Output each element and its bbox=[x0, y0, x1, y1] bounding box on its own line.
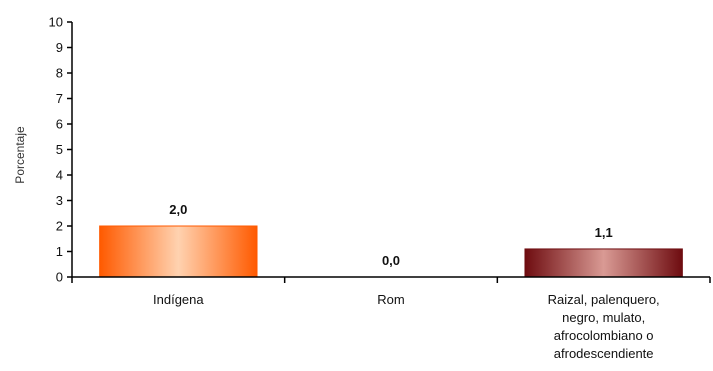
y-tick-label: 0 bbox=[56, 270, 63, 285]
x-category-label-line: Raizal, palenquero, bbox=[548, 292, 660, 307]
x-category-label-line: Indígena bbox=[153, 292, 204, 307]
x-category-label: Raizal, palenquero, negro, mulato, afrocol… bbox=[548, 292, 660, 361]
y-tick-label: 10 bbox=[49, 15, 63, 30]
x-category-label-line: Rom bbox=[377, 292, 404, 307]
bar bbox=[524, 248, 683, 278]
x-category-label-line: afrocolombiano o bbox=[554, 328, 654, 343]
y-tick-label: 3 bbox=[56, 193, 63, 208]
data-labels: 2,0 0,0 1,1 bbox=[169, 202, 612, 268]
y-tick-label: 8 bbox=[56, 66, 63, 81]
y-tick-label: 1 bbox=[56, 244, 63, 259]
y-tick-label: 7 bbox=[56, 91, 63, 106]
y-tick-label: 5 bbox=[56, 142, 63, 157]
bar bbox=[99, 225, 258, 278]
data-label: 0,0 bbox=[382, 253, 400, 268]
x-category-label: Indígena bbox=[153, 292, 204, 307]
y-tick-label: 6 bbox=[56, 117, 63, 132]
category-labels: Indígena Rom Raizal, palenquero, negro, mul… bbox=[153, 292, 660, 361]
data-label: 1,1 bbox=[595, 225, 613, 240]
y-tick-label: 9 bbox=[56, 40, 63, 55]
x-category-label: Rom bbox=[377, 292, 404, 307]
y-tick-label: 2 bbox=[56, 219, 63, 234]
y-axis-label: Porcentaje bbox=[13, 126, 27, 184]
y-tick-label: 4 bbox=[56, 168, 63, 183]
y-axis: 0 1 2 3 4 5 6 7 8 9 10 bbox=[49, 15, 73, 285]
data-label: 2,0 bbox=[169, 202, 187, 217]
x-category-label-line: afrodescendiente bbox=[554, 346, 654, 361]
bars bbox=[99, 225, 683, 278]
x-axis bbox=[71, 276, 711, 283]
x-category-label-line: negro, mulato, bbox=[562, 310, 645, 325]
